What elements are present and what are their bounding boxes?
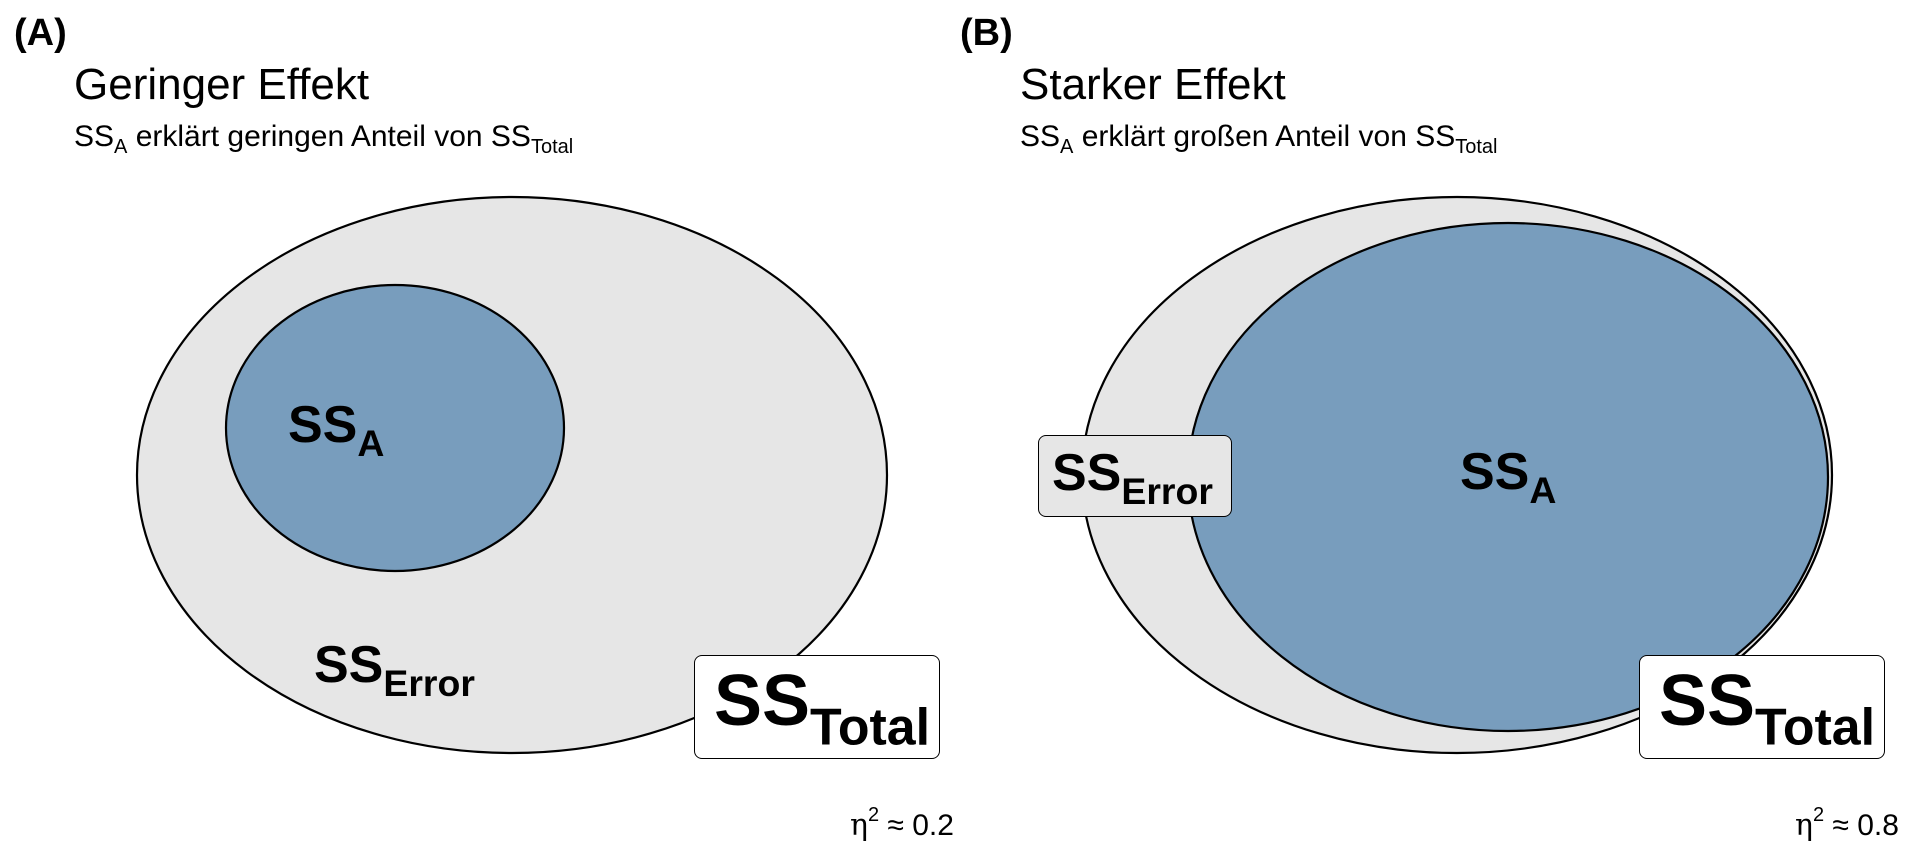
panel-tag: (A) [14,12,67,54]
ss-error-label: SSError [1052,443,1213,513]
ss-total-label: SSTotal [714,660,930,757]
ss-total-label-box [694,655,940,759]
ss-error-label-box [1038,435,1232,517]
ss-a-label: SSA [1460,442,1556,512]
panel-title: Geringer Effekt [74,60,370,109]
ss-total-label-box [1639,655,1885,759]
ss-a-main: SS [288,396,358,454]
ss-error-main: SS [314,636,384,694]
eta-squared: η2 ≈ 0.8 [1795,805,1899,843]
venn-diagram-b [1080,195,1834,755]
ss-a-ellipse [224,283,566,573]
panel-subtitle: SSA erklärt großen Anteil von SSTotal [1020,120,1498,159]
eta-value: ≈ 0.8 [1824,809,1899,842]
subtitle-sub-total: Total [530,136,574,158]
eta-squared: η2 ≈ 0.2 [850,805,954,843]
ss-a-sub: A [1529,469,1557,512]
ss-total-sub: Total [1755,697,1875,756]
subtitle-ss: SS [74,120,115,153]
ss-error-main: SS [1052,444,1122,502]
ss-total-main: SS [1659,661,1756,741]
panel-b: (B) Starker Effekt SSA erklärt großen An… [946,0,1906,864]
eta-sup: 2 [1812,804,1825,826]
subtitle-ss-total: SS [1415,120,1456,153]
subtitle-sub-a: A [114,136,128,158]
ss-total-sub: Total [810,697,930,756]
subtitle-sub-a: A [1060,136,1074,158]
ss-error-sub: Error [1121,470,1213,513]
panel-title: Starker Effekt [1020,60,1286,109]
eta-value: ≈ 0.2 [879,809,954,842]
subtitle-ss: SS [1020,120,1061,153]
panel-tag: (B) [960,12,1013,54]
subtitle-text: erklärt großen Anteil von [1073,120,1416,153]
ss-error-label: SSError [314,635,475,705]
eta-sup: 2 [867,804,880,826]
eta-symbol: η [850,808,868,843]
ss-a-label: SSA [288,395,384,465]
panel-a: (A) Geringer Effekt SSA erklärt geringen… [14,12,954,843]
subtitle-ss-total: SS [490,120,531,153]
ss-total-main: SS [714,661,811,741]
venn-diagram-a [135,195,889,755]
eta-symbol: η [1795,808,1813,843]
ss-a-main: SS [1460,443,1530,501]
ss-a-sub: A [357,422,385,465]
ss-error-sub: Error [383,662,475,705]
panel-subtitle: SSA erklärt geringen Anteil von SSTotal [74,120,573,159]
subtitle-text: erklärt geringen Anteil von [127,120,491,153]
ss-total-label: SSTotal [1659,660,1875,757]
subtitle-sub-total: Total [1455,136,1498,158]
